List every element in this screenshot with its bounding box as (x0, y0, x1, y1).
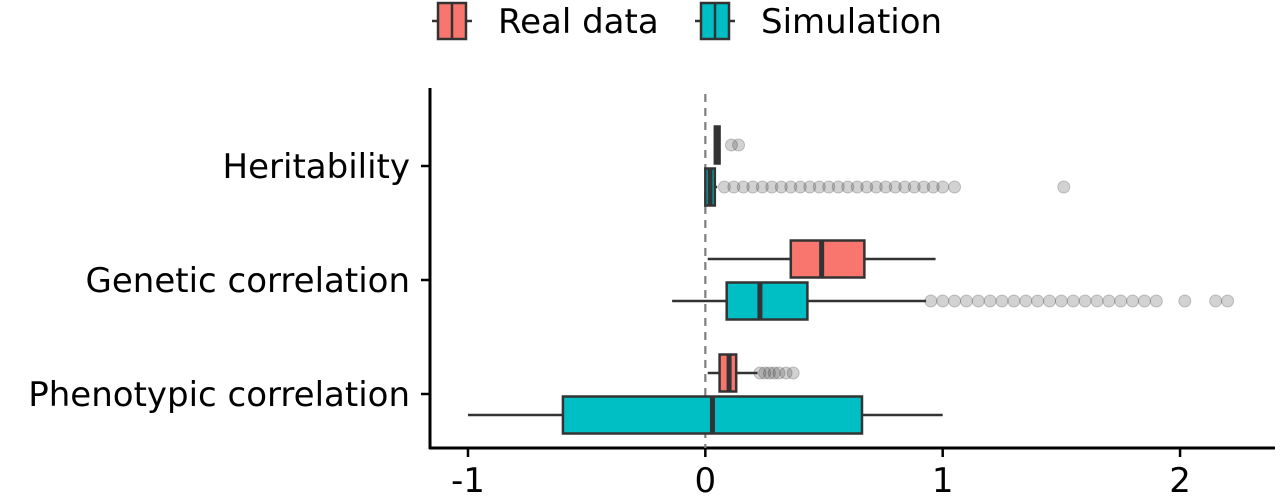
outlier-point (803, 180, 817, 194)
outlier-point (1209, 294, 1223, 308)
box-real-data-heritability (713, 125, 746, 165)
outlier-point (774, 180, 788, 194)
outlier-point (1114, 294, 1128, 308)
outlier-point (1054, 294, 1068, 308)
outlier-point (812, 180, 826, 194)
series-real-data (707, 125, 936, 393)
outlier-point (1090, 294, 1104, 308)
outlier-point (936, 294, 950, 308)
outlier-point (755, 180, 769, 194)
outlier-point (732, 138, 746, 152)
outlier-point (983, 294, 997, 308)
outlier-point (860, 180, 874, 194)
outlier-point (736, 180, 750, 194)
outlier-point (762, 366, 776, 380)
outlier-point (724, 138, 738, 152)
outlier-point (822, 180, 836, 194)
outlier-point (767, 366, 781, 380)
outlier-point (971, 294, 985, 308)
outlier-point (746, 180, 760, 194)
box-real-data-phenotypic-correlation (707, 353, 800, 393)
y-tick-label-phenotypic-correlation: Phenotypic correlation (28, 375, 410, 415)
outlier-point (1178, 294, 1192, 308)
outlier-point (1102, 294, 1116, 308)
y-tick-label-heritability: Heritability (223, 147, 410, 187)
series-simulation (467, 167, 1235, 435)
legend: Real data Simulation (432, 1, 942, 42)
outlier-point (926, 180, 940, 194)
outlier-point (1057, 180, 1071, 194)
x-tick-label: -1 (451, 461, 485, 500)
outlier-point (786, 366, 800, 380)
plot-area (467, 94, 1235, 448)
box-simulation-heritability (704, 167, 1071, 207)
outlier-point (924, 294, 938, 308)
outlier-point (779, 366, 793, 380)
outlier-point (959, 294, 973, 308)
outlier-point (869, 180, 883, 194)
outlier-point (898, 180, 912, 194)
outlier-point (1126, 294, 1140, 308)
outlier-point (1221, 294, 1235, 308)
x-tick-label: 1 (932, 461, 954, 500)
outlier-point (717, 180, 731, 194)
outlier-point (936, 180, 950, 194)
outlier-point (907, 180, 921, 194)
legend-label: Real data (498, 2, 659, 42)
box-iqr (789, 239, 866, 279)
outlier-point (831, 180, 845, 194)
x-tick-label: 0 (695, 461, 717, 500)
legend-label: Simulation (761, 2, 942, 42)
box-simulation-phenotypic-correlation (467, 395, 943, 435)
outlier-point (1031, 294, 1045, 308)
outlier-point (765, 180, 779, 194)
outlier-point (1043, 294, 1057, 308)
outlier-point (888, 180, 902, 194)
legend-item-real-data: Real data (432, 1, 659, 42)
box-real-data-genetic-correlation (707, 239, 936, 279)
y-tick-label-genetic-correlation: Genetic correlation (86, 261, 410, 301)
legend-item-simulation: Simulation (695, 1, 942, 42)
outlier-point (1078, 294, 1092, 308)
outlier-point (850, 180, 864, 194)
outlier-point (917, 180, 931, 194)
outlier-point (948, 294, 962, 308)
outlier-point (772, 366, 786, 380)
outlier-point (1019, 294, 1033, 308)
box-simulation-genetic-correlation (672, 281, 1235, 321)
box-iqr (725, 281, 809, 321)
outlier-point (758, 366, 772, 380)
outlier-point (793, 180, 807, 194)
outlier-point (879, 180, 893, 194)
outlier-point (995, 294, 1009, 308)
outlier-point (1137, 294, 1151, 308)
axes: -1 0 1 2 Heritability Genetic correlation Phen… (28, 88, 1275, 500)
outlier-point (784, 180, 798, 194)
outlier-point (841, 180, 855, 194)
outlier-point (1066, 294, 1080, 308)
outlier-point (1007, 294, 1021, 308)
x-tick-label: 2 (1169, 461, 1191, 500)
outlier-point (1149, 294, 1163, 308)
outlier-point (727, 180, 741, 194)
outlier-point (948, 180, 962, 194)
